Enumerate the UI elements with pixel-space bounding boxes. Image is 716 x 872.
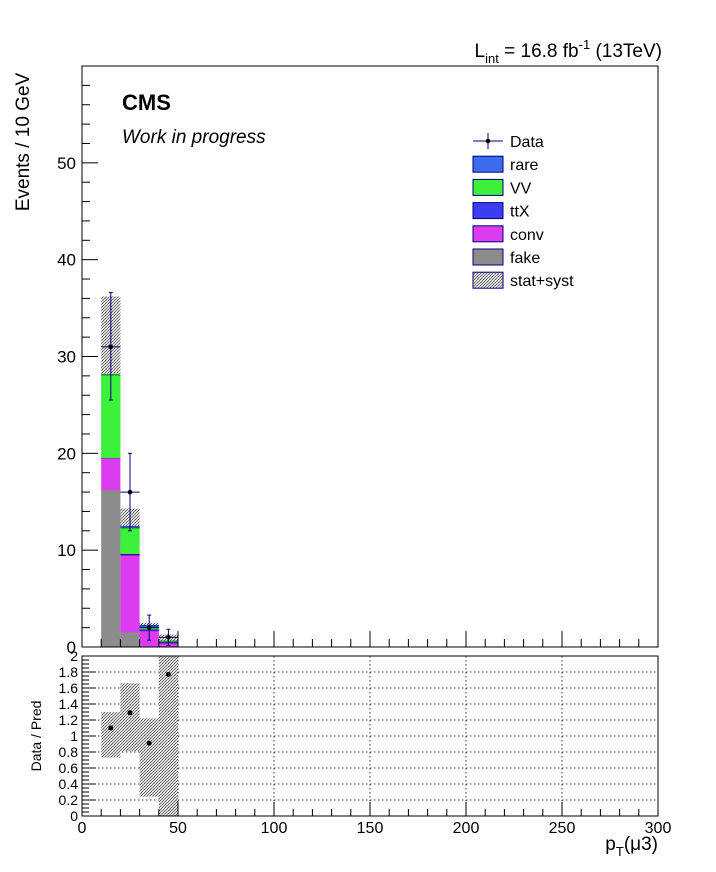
ratio-y-tick-label: 0.6 <box>59 760 79 776</box>
ratio-y-tick-label: 0.8 <box>59 744 79 760</box>
bar-VV <box>120 527 140 555</box>
y-tick-label: 40 <box>57 251 76 270</box>
main-frame <box>81 65 659 648</box>
svg-text:fake: fake <box>510 250 540 267</box>
y-tick-label: 20 <box>57 444 76 463</box>
bar-VV <box>101 374 121 459</box>
y-tick-label: 50 <box>57 154 76 173</box>
x-tick-label: 50 <box>169 820 187 837</box>
ratio-y-tick-label: 0.4 <box>59 776 79 792</box>
legend-item-stat-syst: stat+syst <box>472 271 574 290</box>
ratio-uncertainty-band <box>101 712 121 758</box>
y-axis-label-events: Events / 10 GeV <box>13 72 34 211</box>
cms-label: CMS <box>122 90 171 115</box>
legend-item-vv: VV <box>472 178 532 197</box>
legend-item-rare: rare <box>472 155 539 174</box>
ratio-y-tick-label: 2 <box>70 648 78 664</box>
x-tick-label: 100 <box>261 820 288 837</box>
x-tick-label: 0 <box>78 820 87 837</box>
ratio-y-tick-label: 0 <box>70 808 78 824</box>
main-histogram-pad: 0 10 20 30 40 50 Events / 10 GeV CMS Work in … <box>13 65 659 657</box>
x-tick-label: 250 <box>549 820 576 837</box>
ratio-y-tick-label: 1.4 <box>59 696 79 712</box>
ratio-pad: 00.20.40.60.811.21.41.61.82 0 50 100 150 200… <box>28 648 671 859</box>
svg-text:rare: rare <box>510 157 539 174</box>
svg-text:ttX: ttX <box>510 204 530 221</box>
svg-text:conv: conv <box>510 227 544 244</box>
ratio-y-tick-label: 0.2 <box>59 792 79 808</box>
bar-conv <box>101 458 121 491</box>
y-tick-label: 0 <box>67 638 76 657</box>
svg-text:stat+syst: stat+syst <box>510 273 574 290</box>
bar-fake <box>120 632 140 647</box>
bar-conv <box>120 555 140 633</box>
lumi-label: Lint = 16.8 fb-1 (13TeV) <box>475 37 662 66</box>
legend-item-data: Data <box>473 133 544 151</box>
ratio-point <box>127 710 133 716</box>
ratio-uncertainty-band <box>120 683 140 752</box>
ratio-point <box>165 671 171 677</box>
y-tick-label: 30 <box>57 348 76 367</box>
svg-text:VV: VV <box>510 180 532 197</box>
svg-text:Data: Data <box>510 134 544 151</box>
x-tick-label: 300 <box>645 820 672 837</box>
legend-item-conv: conv <box>472 225 544 244</box>
data-point <box>101 292 121 401</box>
work-in-progress-label: Work in progress <box>122 127 266 148</box>
bar-fake <box>101 490 121 647</box>
ratio-y-tick-label: 1 <box>70 728 78 744</box>
ratio-y-tick-label: 1.6 <box>59 680 79 696</box>
legend-item-fake: fake <box>472 248 540 267</box>
x-axis-label: pT(μ3) <box>605 834 658 859</box>
legend: Data rare VV ttX conv fake stat+syst <box>472 133 574 290</box>
ratio-uncertainty-band <box>139 718 159 797</box>
data-point <box>139 614 159 641</box>
legend-item-ttx: ttX <box>472 202 530 221</box>
ratio-point <box>108 725 114 731</box>
x-tick-label: 150 <box>357 820 384 837</box>
ratio-point <box>146 740 152 746</box>
y-tick-label: 10 <box>57 541 76 560</box>
data-point <box>120 452 140 532</box>
ratio-y-tick-label: 1.8 <box>59 664 79 680</box>
y-axis-label-ratio: Data / Pred <box>28 701 44 772</box>
ratio-uncertainty-band <box>158 656 178 816</box>
data-point <box>158 628 178 646</box>
x-tick-label: 200 <box>453 820 480 837</box>
ratio-y-tick-label: 1.2 <box>59 712 79 728</box>
